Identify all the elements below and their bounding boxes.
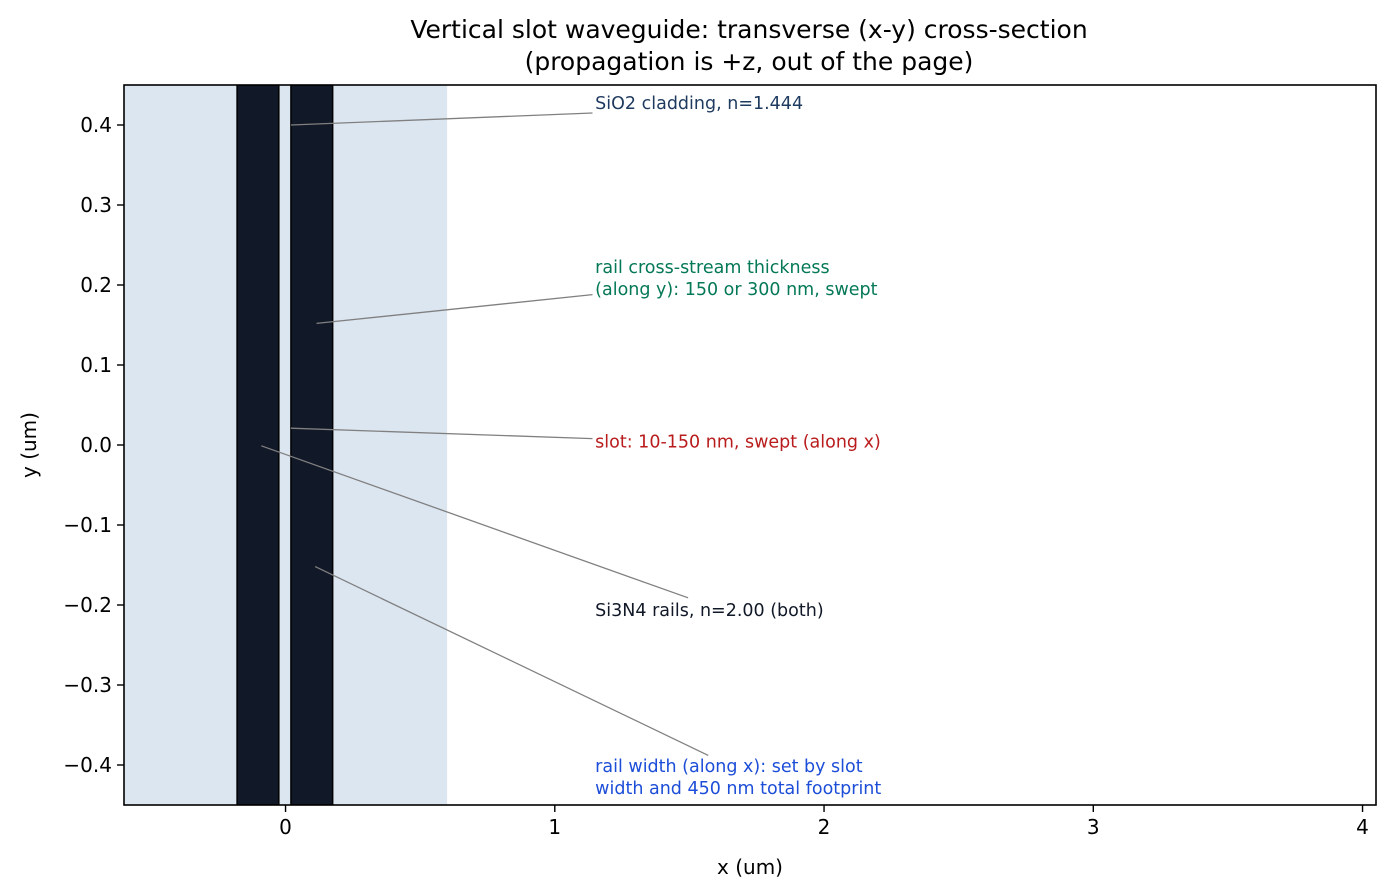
leader-lines xyxy=(261,112,709,756)
x-tick-label: 0 xyxy=(279,815,292,839)
annotation-thickness-line-2: (along y): 150 or 300 nm, swept xyxy=(595,280,877,300)
title-line-1: Vertical slot waveguide: transverse (x-y… xyxy=(410,15,1087,44)
annotation-slot-line-1: slot: 10-150 nm, swept (along x) xyxy=(595,432,881,452)
x-tick-label: 2 xyxy=(818,815,831,839)
regions xyxy=(124,85,448,805)
y-tick-label: 0.1 xyxy=(80,353,112,377)
y-tick-label: −0.3 xyxy=(63,673,112,697)
leader-line-rails xyxy=(261,445,689,599)
x-tick-label: 3 xyxy=(1087,815,1100,839)
y-tick-label: 0.2 xyxy=(80,273,112,297)
leader-line-width xyxy=(314,566,709,756)
y-axis-ticks: 0.4 0.3 0.2 0.1 0.0 −0.1 −0.2 −0.3 −0.4 xyxy=(63,113,124,777)
leader-line-thickness xyxy=(316,293,593,325)
y-tick-label: −0.2 xyxy=(63,593,112,617)
leader-line-cladding xyxy=(290,112,593,126)
annotation-rails-line-1: Si3N4 rails, n=2.00 (both) xyxy=(595,601,823,621)
x-tick-label: 1 xyxy=(548,815,561,839)
annotation-cladding-line-1: SiO2 cladding, n=1.444 xyxy=(595,94,803,114)
annotation-thickness-line-1: rail cross-stream thickness xyxy=(595,258,829,278)
y-tick-label: −0.4 xyxy=(63,753,112,777)
y-tick-label: 0.0 xyxy=(80,433,112,457)
annotation-texts: SiO2 cladding, n=1.444 rail cross-stream … xyxy=(595,94,881,799)
annotation-width-line-2: width and 450 nm total footprint xyxy=(595,779,881,799)
leader-line-slot xyxy=(290,427,593,440)
y-tick-label: −0.1 xyxy=(63,513,112,537)
x-tick-label: 4 xyxy=(1356,815,1369,839)
plot-area xyxy=(124,85,709,805)
title-line-2: (propagation is +z, out of the page) xyxy=(525,47,974,76)
y-axis-label: y (um) xyxy=(17,412,41,478)
x-axis-ticks: 0 1 2 3 4 xyxy=(279,805,1369,839)
region-rail-left xyxy=(236,85,280,805)
x-axis-label: x (um) xyxy=(717,855,783,879)
region-rail-right xyxy=(290,85,334,805)
y-tick-label: 0.3 xyxy=(80,193,112,217)
y-tick-label: 0.4 xyxy=(80,113,112,137)
region-cladding xyxy=(124,85,448,805)
annotation-width-line-1: rail width (along x): set by slot xyxy=(595,757,863,777)
